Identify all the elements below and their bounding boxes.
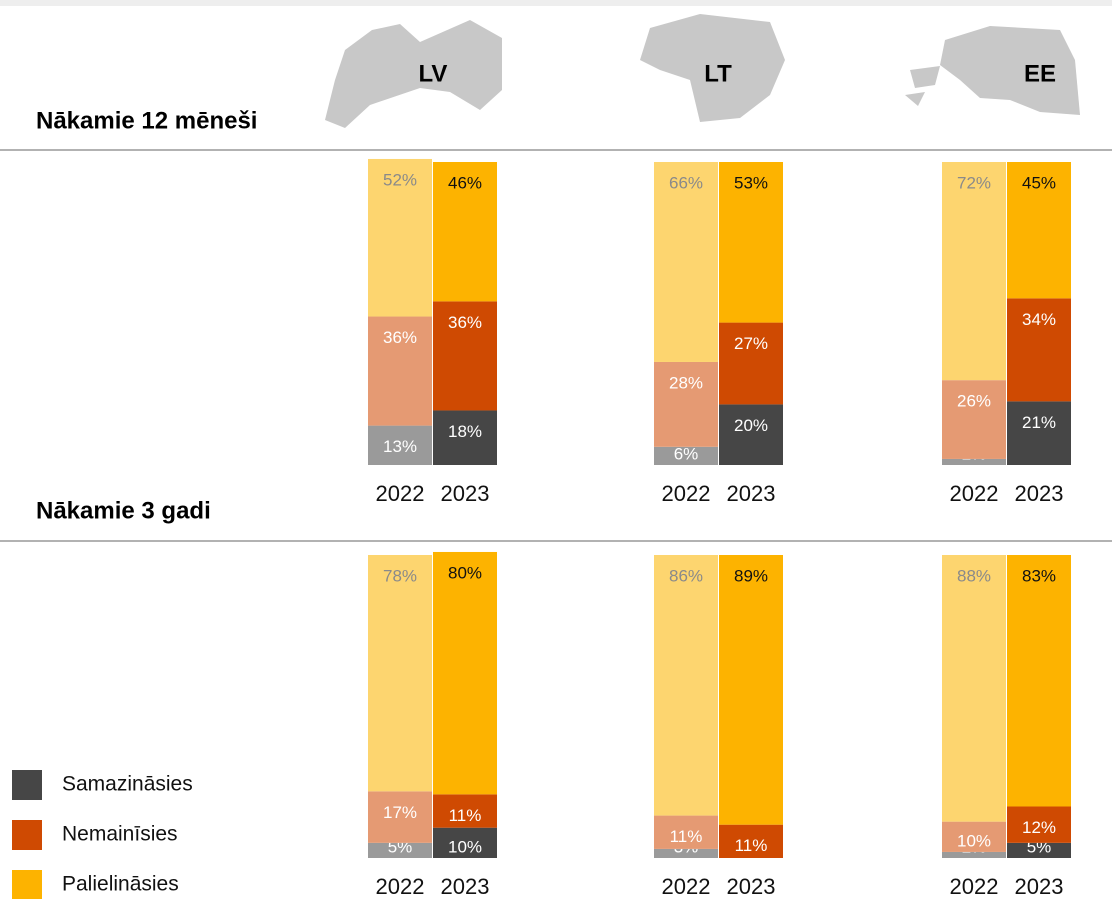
bar-segment — [654, 848, 718, 858]
x-tick-label: 2023 — [1015, 481, 1064, 506]
bar-segment — [368, 425, 432, 465]
bar-segment — [1007, 298, 1071, 402]
bar-segment — [368, 791, 432, 843]
x-tick-label: 2023 — [441, 874, 490, 899]
bar-segment — [1007, 842, 1071, 858]
bar-segment — [368, 316, 432, 426]
value-label: 36% — [383, 328, 417, 347]
value-label: 10% — [957, 831, 991, 850]
value-label: 89% — [734, 566, 768, 585]
legend-label: Palielināsies — [62, 873, 179, 896]
bar-segment — [719, 162, 783, 323]
x-tick-label: 2023 — [727, 874, 776, 899]
value-label: 10% — [448, 837, 482, 856]
bar-segment — [719, 322, 783, 405]
x-tick-label: 2022 — [662, 874, 711, 899]
value-label: 12% — [1022, 818, 1056, 837]
value-label: 66% — [669, 173, 703, 192]
bar-segment — [368, 158, 432, 317]
bar-segment — [1007, 806, 1071, 843]
country-label: EE — [1024, 60, 1056, 87]
value-label: 11% — [449, 806, 482, 825]
value-label: 18% — [448, 422, 482, 441]
x-tick-label: 2023 — [727, 481, 776, 506]
bar-segment — [433, 551, 497, 795]
bar-segment — [1007, 401, 1071, 465]
bar-segment — [719, 404, 783, 465]
value-label: 46% — [448, 173, 482, 192]
value-label: 11% — [670, 827, 703, 846]
bar-segment — [942, 380, 1006, 459]
x-tick-label: 2022 — [376, 874, 425, 899]
value-label: 21% — [1022, 413, 1056, 432]
value-label: 86% — [669, 566, 703, 585]
bar-segment — [433, 301, 497, 411]
map-lt — [640, 14, 785, 122]
value-label: 26% — [957, 392, 991, 411]
section-title: Nākamie 12 mēneši — [36, 107, 257, 134]
x-tick-label: 2023 — [441, 481, 490, 506]
value-label: 80% — [448, 563, 482, 582]
map-lv — [325, 20, 502, 128]
bar-segment — [368, 842, 432, 858]
bar-segment — [654, 555, 718, 816]
top-band — [0, 0, 1112, 6]
legend-swatch — [12, 820, 42, 850]
value-label: 34% — [1022, 310, 1056, 329]
bar-segment — [942, 851, 1006, 858]
value-label: 17% — [383, 803, 417, 822]
value-label: 72% — [957, 173, 991, 192]
value-label: 36% — [448, 313, 482, 332]
bar-segment — [719, 824, 783, 858]
x-tick-label: 2022 — [376, 481, 425, 506]
bar-segment — [654, 446, 718, 465]
bar-segment — [433, 162, 497, 302]
legend-swatch — [12, 770, 42, 800]
value-label: 28% — [669, 373, 703, 392]
value-label: 20% — [734, 416, 768, 435]
value-label: 11% — [735, 836, 768, 855]
value-label: 52% — [383, 170, 417, 189]
value-label: 83% — [1022, 566, 1056, 585]
country-label: LV — [419, 60, 448, 87]
bar-segment — [942, 555, 1006, 822]
x-tick-label: 2022 — [662, 481, 711, 506]
bar-segment — [1007, 555, 1071, 807]
value-label: 13% — [383, 437, 417, 456]
map-ee — [905, 26, 1080, 115]
bar-segment — [942, 458, 1006, 465]
legend-label: Nemainīsies — [62, 823, 178, 846]
bar-segment — [654, 361, 718, 447]
bar-segment — [719, 555, 783, 825]
value-label: 78% — [383, 566, 417, 585]
x-tick-label: 2022 — [950, 481, 999, 506]
bar-segment — [654, 815, 718, 849]
country-label: LT — [704, 60, 732, 87]
bar-segment — [433, 410, 497, 465]
value-label: 45% — [1022, 173, 1056, 192]
legend-swatch — [12, 870, 42, 899]
section-title: Nākamie 3 gadi — [36, 497, 211, 524]
value-label: 27% — [734, 334, 768, 353]
bar-segment — [1007, 162, 1071, 299]
bar-segment — [433, 827, 497, 858]
value-label: 53% — [734, 173, 768, 192]
bar-segment — [368, 555, 432, 792]
x-tick-label: 2022 — [950, 874, 999, 899]
value-label: 6% — [674, 444, 699, 463]
bar-segment — [942, 162, 1006, 381]
bar-segment — [433, 794, 497, 828]
bar-segment — [942, 821, 1006, 852]
x-tick-label: 2023 — [1015, 874, 1064, 899]
legend-label: Samazināsies — [62, 773, 193, 796]
bar-segment — [654, 162, 718, 362]
value-label: 88% — [957, 566, 991, 585]
